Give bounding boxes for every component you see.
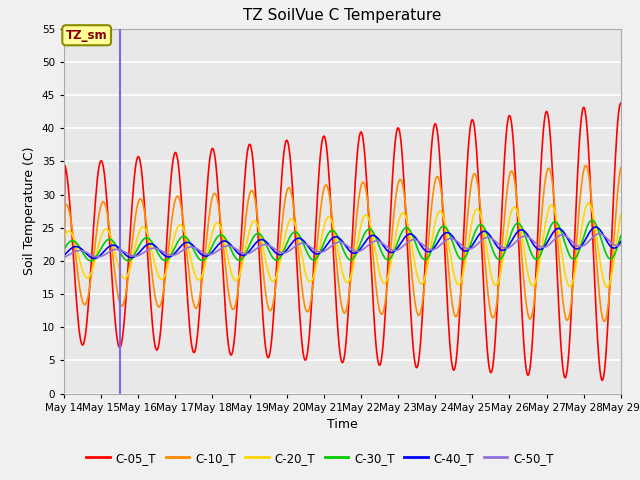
X-axis label: Time: Time [327, 418, 358, 431]
Text: TZ_sm: TZ_sm [66, 29, 108, 42]
Title: TZ SoilVue C Temperature: TZ SoilVue C Temperature [243, 9, 442, 24]
Y-axis label: Soil Temperature (C): Soil Temperature (C) [23, 147, 36, 276]
Legend: C-05_T, C-10_T, C-20_T, C-30_T, C-40_T, C-50_T: C-05_T, C-10_T, C-20_T, C-30_T, C-40_T, … [81, 447, 559, 469]
